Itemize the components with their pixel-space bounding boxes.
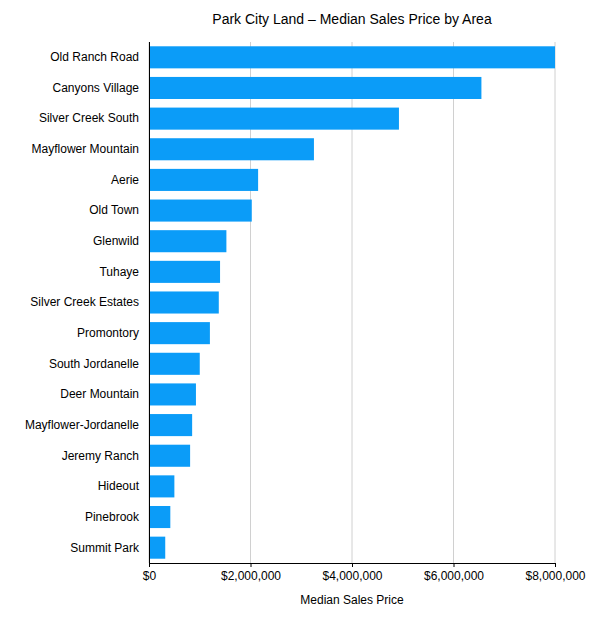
tick: $8,000,000 (525, 563, 585, 583)
bar (149, 506, 170, 528)
bar (149, 383, 196, 405)
chart-svg: $0 $2,000,000 $4,000,000 $6,000,000 $8,000,0… (0, 0, 614, 623)
tick-label: $8,000,000 (525, 569, 585, 583)
tick-label: $2,000,000 (221, 569, 281, 583)
grid (149, 42, 555, 563)
tick-label: Canyons Village (52, 81, 139, 95)
bar (149, 46, 555, 68)
bar (149, 537, 165, 559)
tick: $0 (143, 563, 157, 583)
tick: Canyons Village (52, 81, 149, 95)
tick-label: Summit Park (70, 541, 140, 555)
tick-label: South Jordanelle (49, 357, 139, 371)
tick-label: Hideout (98, 479, 140, 493)
tick: Promontory (77, 326, 149, 340)
tick-label: Old Town (89, 203, 139, 217)
tick: Hideout (98, 479, 149, 493)
bar (149, 475, 174, 497)
tick: Summit Park (70, 541, 149, 555)
plot: $0 $2,000,000 $4,000,000 $6,000,000 $8,000,0… (25, 42, 586, 583)
grid-line (149, 42, 150, 563)
tick-label: $6,000,000 (424, 569, 484, 583)
tick-label: Tuhaye (99, 265, 139, 279)
title: Park City Land – Median Sales Price by A… (212, 11, 492, 27)
bar (149, 261, 220, 283)
tick-label: Mayflower Mountain (32, 142, 139, 156)
x-axis: $0 $2,000,000 $4,000,000 $6,000,000 $8,000,0… (143, 563, 586, 583)
tick-label: Glenwild (93, 234, 139, 248)
tick-label: Silver Creek South (39, 111, 139, 125)
chart-container: $0 $2,000,000 $4,000,000 $6,000,000 $8,000,0… (0, 0, 614, 623)
bar (149, 414, 192, 436)
tick-label: Mayflower-Jordanelle (25, 418, 139, 432)
tick: $6,000,000 (424, 563, 484, 583)
y-axis: Old Ranch Road Canyons Village Silver Cree… (25, 42, 150, 563)
grid-line (555, 42, 556, 563)
axis-title: Median Sales Price (300, 593, 404, 607)
tick-label: Jeremy Ranch (62, 449, 139, 463)
tick-mark (251, 563, 252, 567)
tick-label: Pinebrook (85, 510, 140, 524)
bar (149, 322, 210, 344)
bar (149, 138, 314, 160)
tick: Deer Mountain (60, 387, 149, 401)
tick: Tuhaye (99, 265, 149, 279)
tick: Aerie (111, 173, 149, 187)
bar (149, 291, 219, 313)
tick: Pinebrook (85, 510, 149, 524)
tick-label: Aerie (111, 173, 139, 187)
tick-mark (454, 563, 455, 567)
tick-label: Promontory (77, 326, 139, 340)
bar (149, 353, 200, 375)
tick: $4,000,000 (322, 563, 382, 583)
axis-line (149, 42, 150, 563)
bar (149, 108, 399, 130)
tick: Old Town (89, 203, 149, 217)
tick-label: $0 (143, 569, 157, 583)
grid-line (453, 42, 454, 563)
tick-label: Deer Mountain (60, 387, 139, 401)
tick: Silver Creek Estates (30, 295, 149, 309)
tick-label: $4,000,000 (322, 569, 382, 583)
tick-label: Silver Creek Estates (30, 295, 139, 309)
bar (149, 169, 258, 191)
tick: Silver Creek South (39, 111, 149, 125)
tick-label: Old Ranch Road (50, 50, 139, 64)
tick: Mayflower Mountain (32, 142, 149, 156)
bar (149, 445, 190, 467)
tick-mark (352, 563, 353, 567)
tick: $2,000,000 (221, 563, 281, 583)
bar (149, 77, 481, 99)
bars (149, 46, 555, 558)
bar (149, 200, 252, 222)
tick: South Jordanelle (49, 357, 149, 371)
tick: Old Ranch Road (50, 50, 149, 64)
tick-mark (149, 563, 150, 567)
tick: Mayflower-Jordanelle (25, 418, 149, 432)
tick-mark (555, 563, 556, 567)
bar (149, 230, 226, 252)
tick: Jeremy Ranch (62, 449, 149, 463)
tick: Glenwild (93, 234, 149, 248)
